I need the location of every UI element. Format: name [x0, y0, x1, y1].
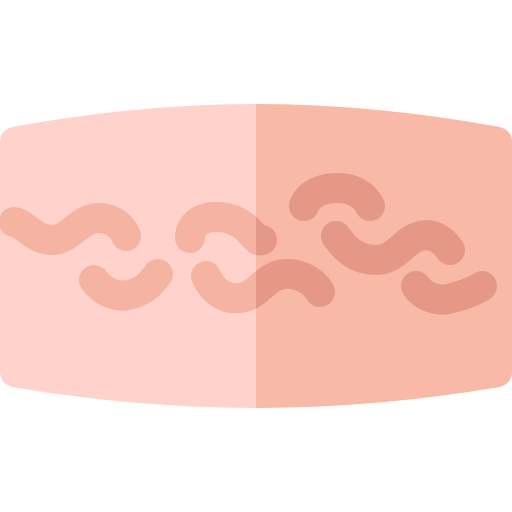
wavy-mark-right-lower [401, 271, 497, 315]
wavy-mark-right-top [289, 173, 385, 221]
skin-patch-left-half [0, 104, 256, 408]
wavy-mark-left-lower [79, 259, 173, 311]
wavy-mark-center-upper [175, 202, 277, 256]
wavy-mark-center-lower [191, 259, 335, 314]
wavy-mark-left-upper [0, 203, 141, 255]
wavy-mark-right-middle [321, 220, 465, 275]
